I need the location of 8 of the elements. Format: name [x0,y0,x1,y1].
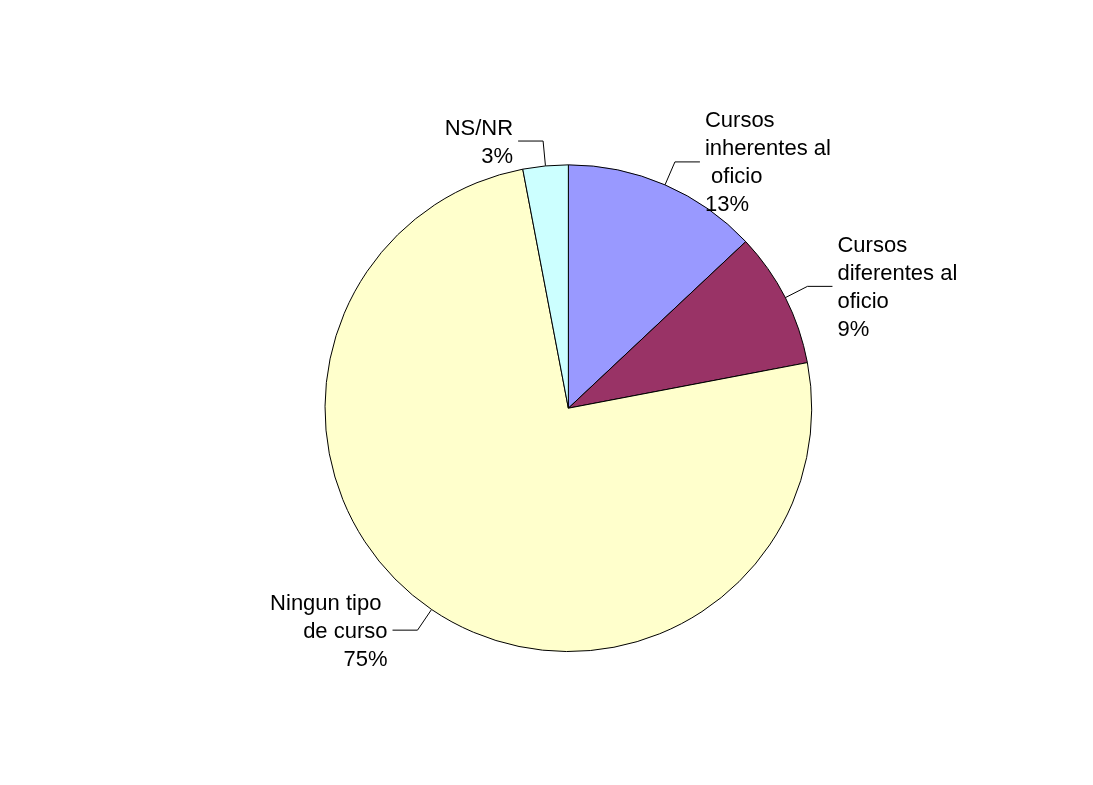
slice-label: Cursos diferentes al oficio [837,231,964,313]
data-label: 13% [704,191,749,217]
data-label: 75% [343,645,388,671]
slice-label: Cursos inherentes al oficio [704,107,831,189]
data-label: 3% [481,142,514,168]
slice-label: Ningun tipo de curso [270,589,388,643]
slice-label: NS/NR [444,114,514,140]
data-label: 9% [837,315,870,341]
